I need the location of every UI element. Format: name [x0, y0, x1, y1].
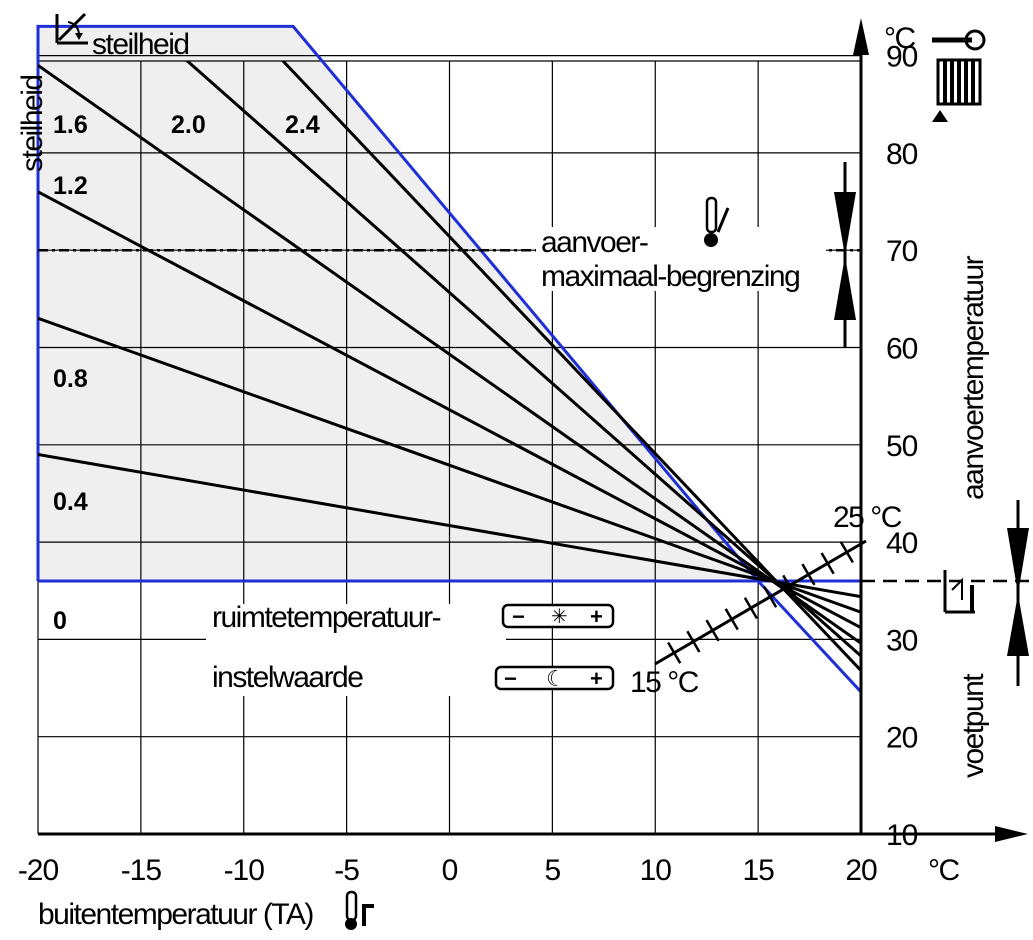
x-tick-label: 0 — [442, 854, 458, 887]
x-tick-label: -10 — [224, 854, 265, 887]
room-temp-tick — [705, 619, 720, 642]
moon-icon: ☾ — [546, 666, 566, 691]
slope-range-area — [38, 26, 759, 582]
room-temp-low-label: 15 °C — [630, 666, 699, 699]
y-tick-label: 30 — [886, 624, 918, 657]
room-temp-scale-line — [654, 539, 867, 666]
room-temp-label-line2: instelwaarde — [212, 661, 363, 694]
x-tick-label: 15 — [742, 854, 774, 887]
limit-label-line1: aanvoer- — [541, 226, 648, 259]
x-axis-unit: °C — [928, 854, 959, 887]
room-temp-high-label: 25 °C — [833, 501, 902, 534]
room-temp-label-bg — [206, 604, 506, 696]
foot-point-icon — [943, 570, 975, 614]
y-tick-label: 70 — [886, 235, 918, 268]
y-tick-label: 90 — [886, 41, 918, 74]
heating-curve-2.0 — [185, 61, 861, 658]
slope-icon — [55, 12, 88, 45]
radiator-icon — [932, 58, 982, 122]
room-temp-tick — [667, 641, 682, 664]
foot-point-label: voetpunt — [957, 673, 990, 778]
slope-label-0.8: 0.8 — [53, 365, 88, 393]
x-tick-label: 20 — [845, 854, 877, 887]
x-tick-labels: -20 -15 -10 -5 0 5 10 15 20 — [18, 854, 878, 887]
night-setpoint-control[interactable]: − ☾ + — [494, 665, 615, 691]
limit-label-line2: maximaal-begrenzing — [541, 260, 799, 293]
flow-thermometer-icon — [932, 29, 986, 51]
room-temp-label-line1: ruimtetemperatuur- — [212, 601, 441, 634]
y-axis-unit: °C — [884, 22, 915, 55]
y-axis-title: aanvoertemperatuur — [957, 255, 990, 500]
room-temp-tick — [820, 552, 835, 575]
slope-label-1.6: 1.6 — [53, 111, 88, 139]
x-tick-label: -5 — [334, 854, 359, 887]
y-tick-labels: 10 20 30 40 50 60 70 80 90 — [886, 41, 919, 852]
slope-range-border — [36, 24, 863, 693]
night-minus-button[interactable]: − — [504, 666, 517, 691]
outdoor-thermometer-icon — [345, 890, 374, 930]
top-slope-title: steilheid — [92, 28, 189, 61]
slope-label-2.4: 2.4 — [285, 111, 320, 139]
limit-adjust-arrows-icon — [834, 162, 856, 348]
slope-label-1.2: 1.2 — [53, 172, 88, 200]
max-limit-thermometer-icon — [704, 196, 730, 247]
y-tick-label: 80 — [886, 138, 918, 171]
day-plus-button[interactable]: + — [590, 604, 603, 629]
x-tick-label: -20 — [18, 854, 59, 887]
room-temp-tick — [724, 608, 739, 631]
slope-labels: 0 0.4 0.8 1.2 1.6 2.0 2.4 — [53, 111, 320, 635]
y-tick-label: 10 — [886, 819, 918, 852]
y-tick-label: 50 — [886, 430, 918, 463]
room-temp-tick — [743, 597, 759, 620]
room-temperature-scale — [654, 539, 867, 666]
day-minus-button[interactable]: − — [512, 604, 525, 629]
room-temp-tick — [686, 630, 701, 653]
heating-curve-2.4 — [280, 61, 861, 672]
slope-label-0.4: 0.4 — [53, 488, 88, 516]
x-tick-label: 5 — [545, 854, 561, 887]
left-slope-title: steilheid — [16, 75, 49, 172]
x-tick-label: 10 — [640, 854, 672, 887]
x-axis-title: buitentemperatuur (TA) — [38, 898, 313, 931]
heating-curve-1.6 — [38, 64, 861, 645]
x-tick-label: -15 — [121, 854, 162, 887]
limit-label-bg — [536, 227, 826, 291]
slope-label-0: 0 — [53, 607, 67, 635]
heating-curve-0.4 — [38, 453, 861, 599]
y-tick-label: 60 — [886, 333, 918, 366]
y-axis-arrow-icon — [853, 18, 869, 55]
heating-curve-0.8 — [38, 316, 861, 614]
foot-point-adjust-arrows-icon — [1007, 500, 1029, 686]
day-setpoint-control[interactable]: − ✳ + — [501, 603, 615, 629]
heating-curve-1.2 — [38, 190, 861, 630]
x-axis-arrow-icon — [995, 826, 1028, 842]
slope-label-2.0: 2.0 — [171, 111, 206, 139]
y-tick-label: 40 — [886, 527, 918, 560]
sun-icon: ✳ — [551, 606, 568, 628]
room-temp-tick — [762, 585, 778, 608]
heating-curves — [38, 61, 861, 672]
grid — [37, 54, 861, 835]
y-tick-label: 20 — [886, 722, 918, 755]
axes — [38, 18, 1028, 842]
night-plus-button[interactable]: + — [590, 666, 603, 691]
room-temp-tick — [801, 563, 816, 586]
room-temp-tick — [782, 574, 797, 597]
room-temp-tick — [839, 541, 854, 564]
